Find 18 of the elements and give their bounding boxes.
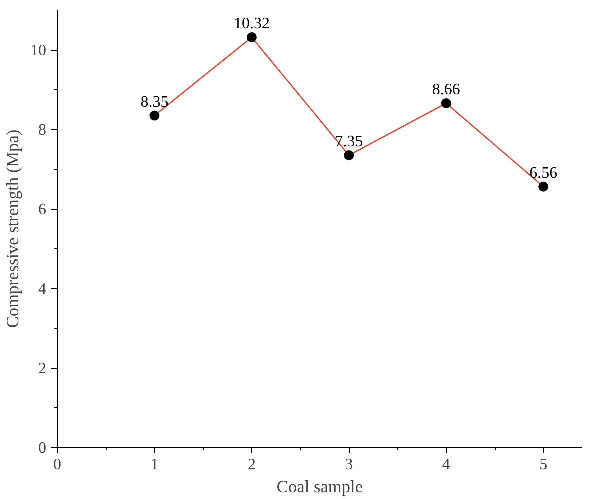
x-tick-label: 4	[442, 456, 450, 474]
y-tick-label: 2	[38, 360, 46, 378]
y-tick-label: 10	[30, 42, 46, 60]
y-tick-label: 6	[38, 202, 46, 219]
x-tick-label: 1	[150, 456, 159, 474]
data-label: 8.66	[432, 81, 460, 98]
data-label: 8.35	[140, 94, 169, 111]
x-axis-title: Coal sample	[276, 478, 364, 496]
y-tick-label: 4	[38, 281, 46, 298]
y-axis-title: Compressive strength (Mpa)	[4, 130, 22, 328]
data-label: 10.32	[234, 16, 270, 33]
y-tick-label: 0	[38, 440, 46, 457]
x-tick-label: 5	[540, 456, 548, 474]
x-tick-label: 0	[54, 456, 62, 474]
data-label: 6.56	[530, 164, 558, 182]
x-tick-label: 2	[248, 456, 256, 474]
x-tick-label: 3	[345, 456, 354, 474]
y-tick-label: 8	[38, 122, 46, 140]
